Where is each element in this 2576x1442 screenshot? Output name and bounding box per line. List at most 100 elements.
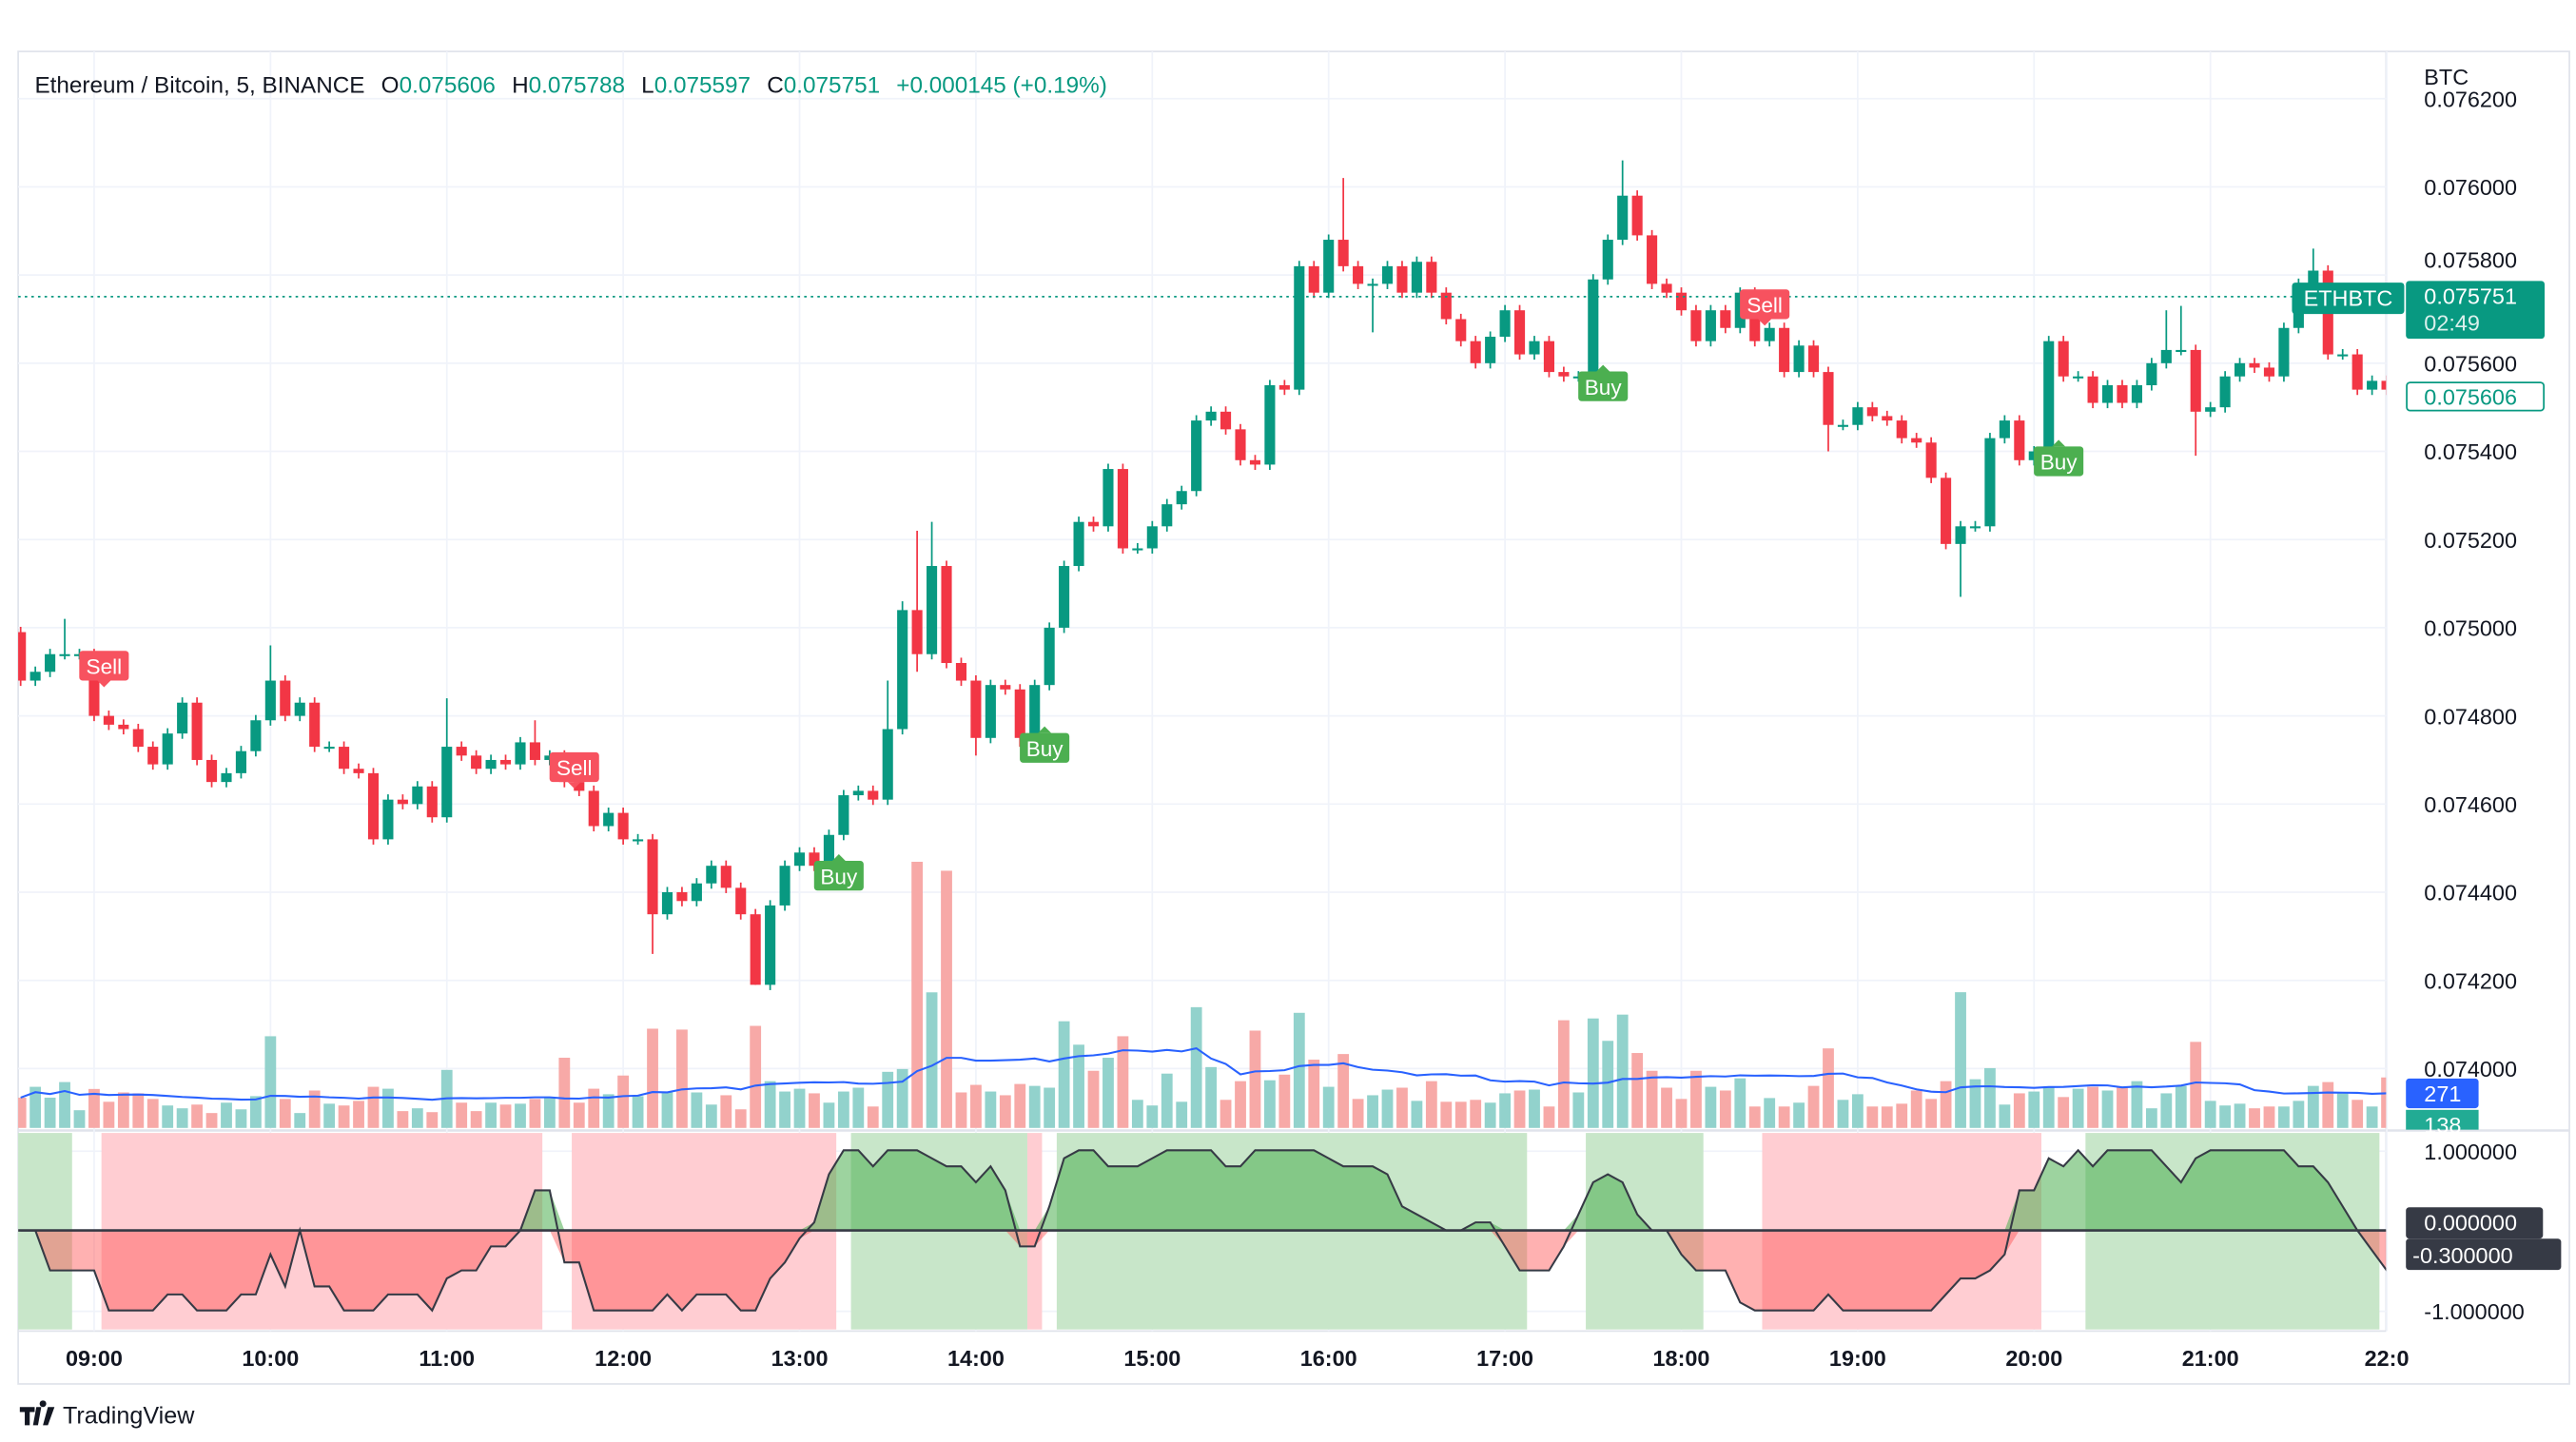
candle[interactable] [1955,520,1966,597]
candle[interactable] [1294,261,1305,396]
candle[interactable] [661,887,673,920]
candle[interactable] [309,697,321,752]
candle[interactable] [588,785,599,832]
candle[interactable] [1720,304,1731,334]
candle[interactable] [706,860,717,889]
candle[interactable] [45,649,56,677]
candle[interactable] [633,833,644,845]
candle[interactable] [15,626,27,687]
candle[interactable] [1705,304,1716,347]
candle[interactable] [1396,261,1408,299]
candle[interactable] [2352,348,2363,396]
candle[interactable] [793,847,806,871]
candle[interactable] [1925,437,1937,483]
candle[interactable] [2073,371,2084,382]
candle[interactable] [2219,371,2231,413]
candle[interactable] [1513,304,1526,360]
tradingview-logo[interactable]: TradingView [19,1400,195,1430]
candle[interactable] [29,666,41,687]
candle[interactable] [868,785,879,806]
candle[interactable] [720,860,732,893]
candle[interactable] [529,720,540,766]
candle[interactable] [1485,331,1496,369]
candle[interactable] [1161,498,1173,532]
candle[interactable] [456,741,467,761]
candle[interactable] [1675,287,1688,316]
candle[interactable] [59,618,70,660]
candle[interactable] [2160,310,2172,369]
candle[interactable] [838,789,849,841]
candle[interactable] [1647,229,1658,289]
candle[interactable] [147,741,159,770]
candle[interactable] [2131,380,2142,409]
osc-tick-neg1[interactable]: -1.000000 [2424,1299,2525,1324]
candle[interactable] [1029,679,1041,744]
candle[interactable] [2205,401,2216,418]
candle[interactable] [2337,348,2349,360]
candle[interactable] [1999,415,2010,444]
candle[interactable] [1807,340,1820,378]
candle[interactable] [647,833,658,954]
candle[interactable] [1117,463,1128,555]
candle[interactable] [1440,287,1452,325]
candle[interactable] [1455,313,1467,347]
price-axis[interactable]: 0.076200 0.076000 0.075800 0.075600 0.075400… [2424,87,2517,1082]
candle[interactable] [676,887,688,906]
candle[interactable] [1866,401,1878,422]
candle[interactable] [1602,234,1613,285]
candle[interactable] [162,728,173,770]
candle[interactable] [1308,261,1319,299]
candle[interactable] [426,781,438,823]
candle[interactable] [1073,516,1084,572]
candle[interactable] [735,882,747,920]
legend[interactable]: Ethereum / Bitcoin, 5, BINANCE O0.075606… [34,72,1106,98]
candle[interactable] [264,645,276,726]
candle[interactable] [1381,261,1394,289]
candle[interactable] [382,794,394,845]
candle[interactable] [617,808,629,845]
candle[interactable] [985,679,996,744]
candle[interactable] [1617,160,1629,245]
candle[interactable] [515,736,526,770]
candle[interactable] [2176,305,2187,356]
candle[interactable] [1896,415,1907,444]
candle[interactable] [765,900,776,990]
candle[interactable] [2263,361,2275,382]
candle[interactable] [1146,520,1158,555]
candle[interactable] [1176,485,1187,510]
candle[interactable] [941,560,952,669]
candle[interactable] [1558,366,1570,382]
candle[interactable] [1690,304,1702,347]
candle[interactable] [177,697,188,739]
candle[interactable] [852,785,864,801]
candle[interactable] [897,601,908,735]
candle[interactable] [1205,406,1217,426]
candle[interactable] [1882,410,1893,426]
candle[interactable] [1044,622,1055,691]
candle[interactable] [1499,304,1511,342]
candle[interactable] [1984,433,1996,532]
candle[interactable] [1059,560,1070,633]
candle[interactable] [191,697,203,766]
candle[interactable] [1426,256,1437,299]
candle[interactable] [1220,406,1232,435]
price-pane[interactable] [15,160,2407,990]
candle[interactable] [882,680,893,806]
currency-label[interactable]: BTC [2424,65,2469,89]
candle[interactable] [1543,336,1555,378]
candle[interactable] [1837,419,1848,431]
candle[interactable] [2278,322,2290,382]
time-axis[interactable]: 09:00 10:00 11:00 12:00 13:00 14:00 15:00 16:00… [66,1346,2410,1371]
candle[interactable] [1793,340,1805,378]
candle[interactable] [118,719,129,735]
candle[interactable] [1411,256,1422,299]
candle[interactable] [1969,520,1981,532]
oscillator-pane[interactable] [18,1148,2401,1313]
candle[interactable] [339,741,350,774]
candle[interactable] [1191,415,1202,497]
candle[interactable] [1764,322,1775,347]
candle[interactable] [1852,401,1864,431]
candle[interactable] [2308,248,2319,289]
candle[interactable] [1529,336,1540,360]
